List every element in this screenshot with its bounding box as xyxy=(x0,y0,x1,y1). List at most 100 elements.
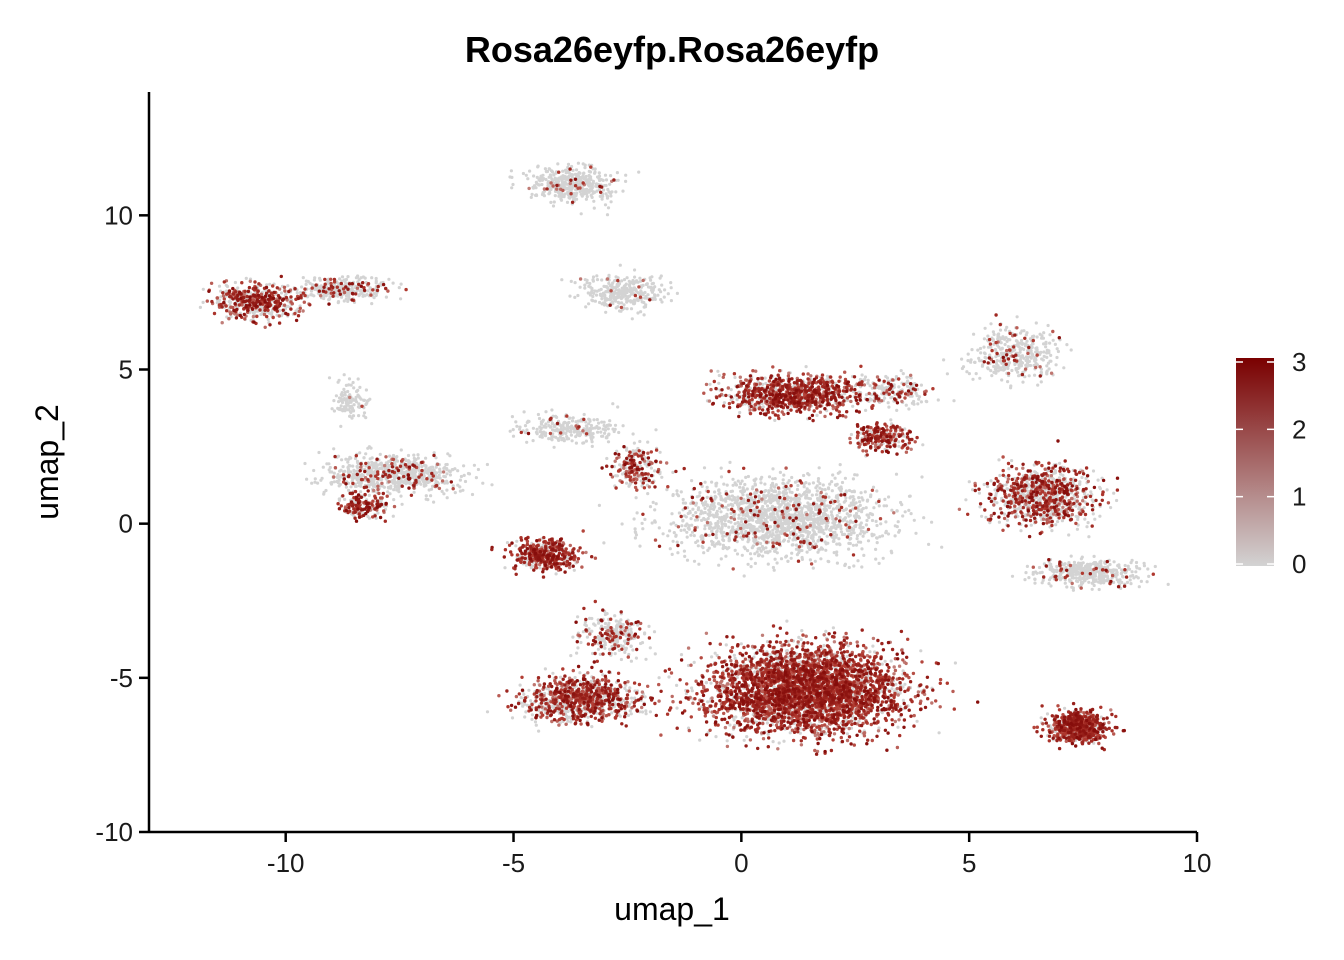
cell-point xyxy=(448,454,452,458)
cell-point xyxy=(889,549,893,553)
cell-point xyxy=(790,475,794,480)
cell-point xyxy=(869,493,873,497)
cell-point xyxy=(716,524,720,528)
cell-point xyxy=(870,512,874,516)
cell-point xyxy=(691,513,695,518)
cell-point xyxy=(569,433,574,437)
cell-point xyxy=(966,359,970,363)
cell-point xyxy=(367,516,371,520)
cell-point xyxy=(740,529,744,534)
cell-point xyxy=(609,194,613,198)
cell-point xyxy=(713,490,717,494)
cell-point xyxy=(750,487,755,491)
cell-point xyxy=(428,468,432,472)
cell-point xyxy=(572,191,576,196)
cell-point xyxy=(704,500,708,504)
cell-point xyxy=(554,572,558,576)
cell-point xyxy=(598,292,603,296)
cell-point xyxy=(404,478,408,482)
cell-point xyxy=(992,332,996,337)
cell-point xyxy=(544,422,548,426)
cell-point xyxy=(761,405,765,409)
cell-point xyxy=(548,191,552,195)
cell-point xyxy=(763,376,767,380)
cell-point xyxy=(579,212,583,216)
cell-point xyxy=(583,278,587,282)
cell-point xyxy=(615,171,620,175)
cell-point xyxy=(691,507,695,511)
cell-point xyxy=(820,517,824,522)
cell-point xyxy=(952,399,956,403)
cell-point xyxy=(670,512,674,516)
cell-point xyxy=(766,562,770,566)
cell-point xyxy=(814,493,819,497)
cell-point xyxy=(602,423,606,428)
cell-point xyxy=(839,485,843,489)
cell-point xyxy=(425,470,429,474)
cell-point xyxy=(788,490,792,494)
cell-point xyxy=(553,194,557,198)
cell-point xyxy=(797,500,801,504)
cell-point xyxy=(393,481,397,485)
cell-point xyxy=(717,488,721,492)
cell-point xyxy=(654,502,658,506)
cell-point xyxy=(1048,359,1052,363)
cell-point xyxy=(708,382,712,386)
cell-point xyxy=(689,517,693,521)
cell-point xyxy=(526,177,530,181)
cell-point xyxy=(327,462,331,466)
cell-point xyxy=(342,373,346,377)
cell-point xyxy=(375,481,379,485)
cell-point xyxy=(739,520,744,524)
cell-point xyxy=(434,479,438,483)
cell-point xyxy=(805,550,809,554)
cell-point xyxy=(340,279,344,283)
cell-point xyxy=(862,553,866,558)
cell-point xyxy=(818,535,822,539)
cell-point xyxy=(621,424,625,428)
cell-point xyxy=(869,398,873,402)
cell-point xyxy=(617,430,621,435)
cell-point xyxy=(742,574,746,578)
cell-point xyxy=(811,537,815,541)
cell-point xyxy=(614,190,618,194)
cell-point xyxy=(628,299,632,303)
cell-point xyxy=(866,381,870,385)
cell-point xyxy=(1069,348,1073,352)
cell-point xyxy=(802,473,806,478)
cell-point xyxy=(325,278,329,282)
cell-point xyxy=(763,482,767,486)
cell-point xyxy=(560,278,564,282)
cell-point xyxy=(463,479,468,484)
cell-point xyxy=(851,477,856,481)
cell-point xyxy=(399,494,403,498)
cell-point xyxy=(1040,336,1044,340)
cell-point xyxy=(620,522,624,526)
cell-point xyxy=(379,466,383,470)
cell-point xyxy=(768,525,772,529)
cell-point xyxy=(769,514,774,518)
cell-point xyxy=(620,279,624,283)
cell-point xyxy=(689,533,693,537)
cell-point xyxy=(592,199,596,203)
cell-point xyxy=(828,528,832,532)
cell-point xyxy=(416,456,420,460)
cell-point xyxy=(685,558,690,562)
cell-point xyxy=(808,497,813,501)
cell-point xyxy=(980,364,985,368)
cell-point xyxy=(601,427,605,431)
cell-point xyxy=(677,511,682,515)
cell-point xyxy=(606,440,611,444)
cell-point xyxy=(600,197,604,201)
cell-point xyxy=(862,531,866,535)
cell-point xyxy=(394,484,398,489)
cell-point xyxy=(638,276,642,280)
cell-point xyxy=(308,281,312,285)
cell-point xyxy=(313,287,317,291)
cell-point xyxy=(807,508,811,512)
cell-point xyxy=(989,322,993,326)
cell-point xyxy=(1053,342,1057,346)
cell-point xyxy=(1042,354,1046,358)
cell-point xyxy=(399,468,404,472)
cell-point xyxy=(750,515,754,519)
